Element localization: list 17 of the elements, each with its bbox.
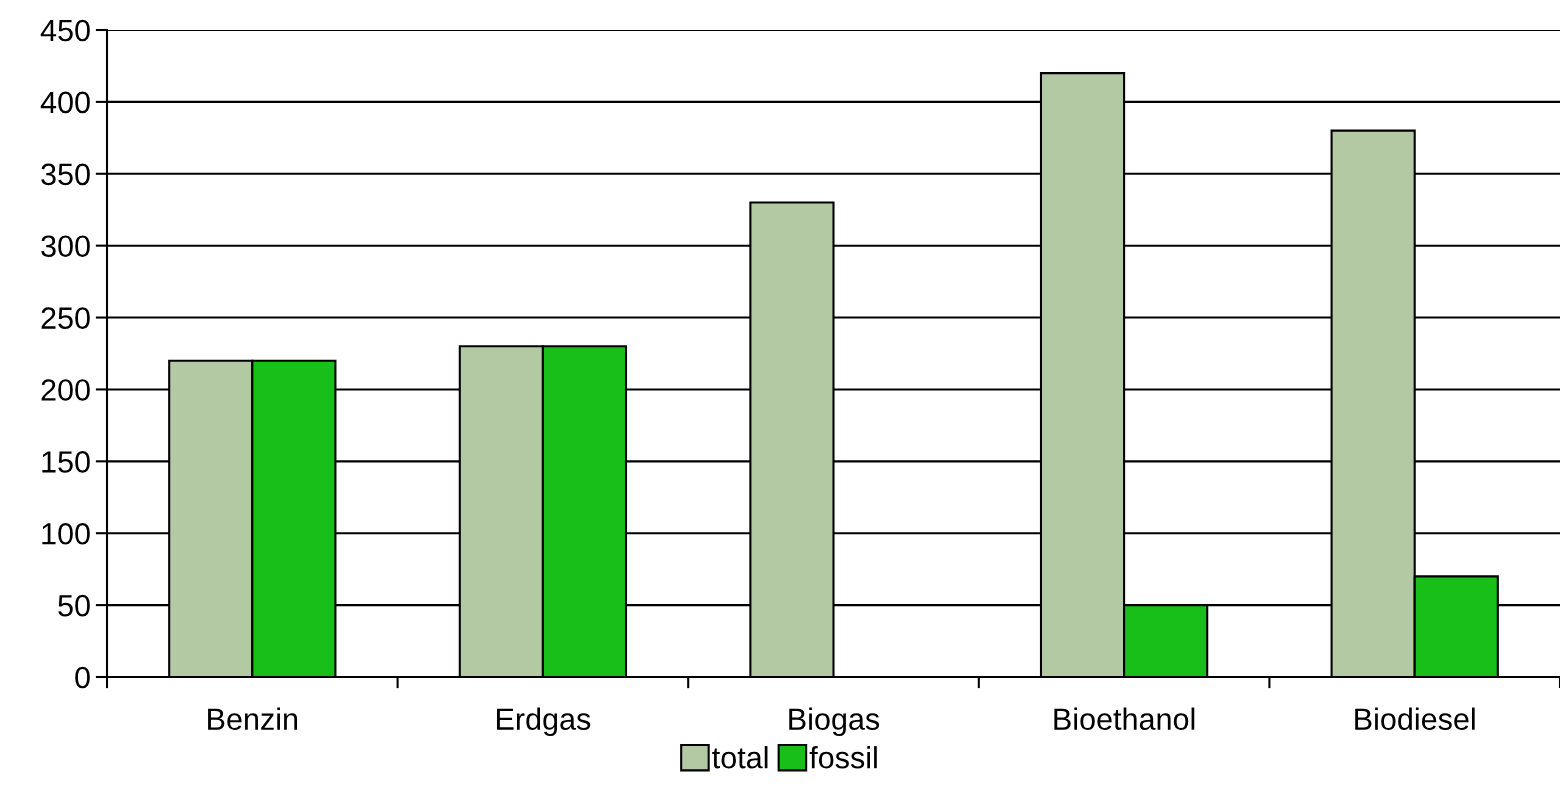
y-tick-label: 100 <box>42 522 90 545</box>
y-tick-label: 200 <box>41 379 90 401</box>
y-tick-label: 50 <box>58 594 90 617</box>
legend-label: fossil <box>809 746 877 769</box>
x-tick-label: Bioethanol <box>1054 707 1195 730</box>
y-tick-label: 0 <box>75 666 90 689</box>
y-tick-label: 150 <box>42 451 90 473</box>
x-tick-label: Biogas <box>789 707 880 737</box>
y-tick-label: 350 <box>41 163 90 186</box>
y-tick-label: 300 <box>41 235 90 258</box>
x-tick-label: Benzin <box>208 707 298 730</box>
x-tick-label: Biodiesel <box>1355 707 1475 730</box>
x-tick-label: Erdgas <box>497 707 591 737</box>
y-tick-label: 250 <box>41 307 90 329</box>
legend-label: total <box>712 746 768 769</box>
y-tick-label: 450 <box>40 19 90 42</box>
y-tick-label: 400 <box>40 91 90 114</box>
